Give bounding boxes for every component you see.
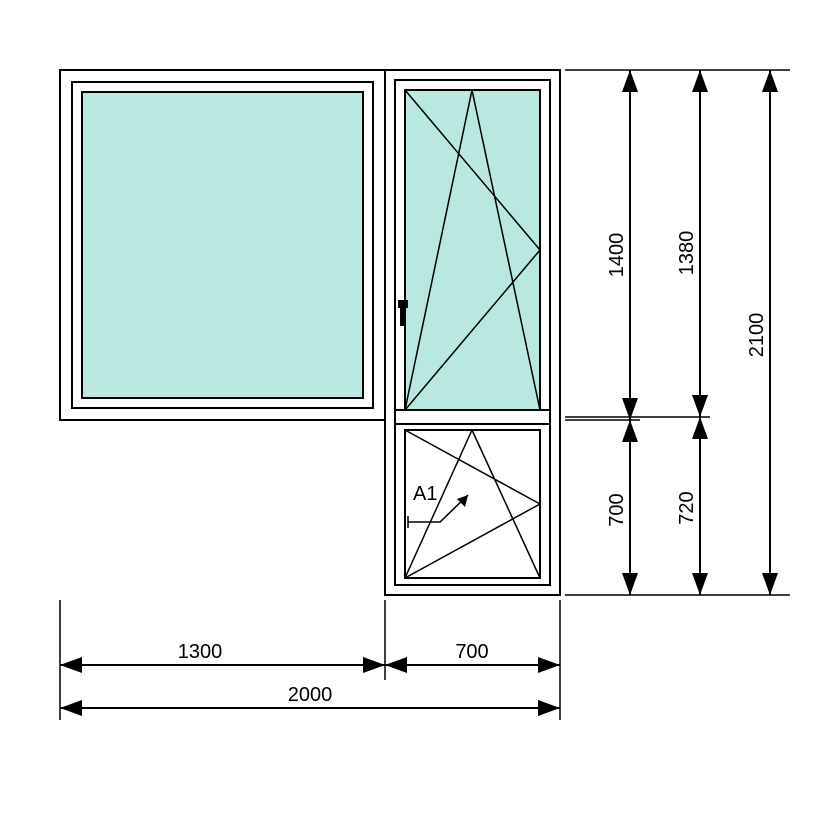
window-unit [60,70,385,420]
door-unit [385,70,560,595]
window-glass [82,92,363,398]
drawing-canvas: A1 1300 700 2000 1400 700 1380 720 2100 [0,0,840,840]
dim-v-720-label: 720 [676,491,698,524]
door-glass [405,90,540,410]
annotation-a1-label: A1 [413,483,437,505]
dim-v-2100-label: 2100 [746,313,768,358]
dim-h-1300-label: 1300 [178,641,223,663]
dim-v-1400-label: 1400 [606,233,628,278]
dim-v-700-label: 700 [606,493,628,526]
dim-h-700-label: 700 [455,641,488,663]
dim-v-1380-label: 1380 [676,231,698,276]
dim-h-2000-label: 2000 [288,684,333,706]
